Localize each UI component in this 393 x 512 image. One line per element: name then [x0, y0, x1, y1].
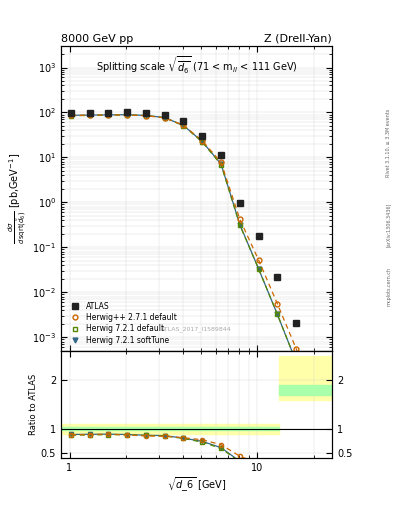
Herwig++ 2.7.1 default — [106, 112, 111, 118]
Herwig 7.2.1 default — [312, 406, 317, 412]
Herwig++ 2.7.1 default — [294, 346, 299, 352]
Herwig 7.2.1 default — [294, 359, 299, 365]
ATLAS — [200, 133, 205, 139]
ATLAS — [256, 233, 261, 239]
Herwig++ 2.7.1 default — [87, 112, 92, 118]
Line: Herwig 7.2.1 default: Herwig 7.2.1 default — [69, 113, 318, 412]
Herwig++ 2.7.1 default — [256, 257, 261, 263]
Herwig++ 2.7.1 default — [69, 112, 73, 118]
ATLAS — [106, 110, 111, 116]
Herwig 7.2.1 softTune — [106, 112, 111, 118]
Herwig 7.2.1 softTune — [162, 115, 167, 121]
ATLAS — [162, 112, 167, 118]
Herwig 7.2.1 default — [237, 222, 242, 228]
Herwig 7.2.1 softTune — [256, 266, 261, 272]
Herwig 7.2.1 default — [275, 311, 280, 317]
Herwig 7.2.1 default — [125, 112, 130, 118]
Text: ATLAS_2017_I1589844: ATLAS_2017_I1589844 — [161, 327, 232, 332]
Herwig 7.2.1 default — [162, 115, 167, 121]
Herwig++ 2.7.1 default — [219, 159, 223, 165]
Line: Herwig 7.2.1 softTune: Herwig 7.2.1 softTune — [69, 112, 318, 412]
Herwig 7.2.1 softTune — [181, 122, 186, 129]
ATLAS — [237, 200, 242, 206]
ATLAS — [181, 118, 186, 124]
ATLAS — [143, 110, 148, 116]
Herwig 7.2.1 softTune — [200, 139, 205, 145]
Text: Splitting scale $\sqrt{\overline{d_6}}$ (71 < m$_{ll}$ < 111 GeV): Splitting scale $\sqrt{\overline{d_6}}$ … — [95, 55, 298, 76]
Herwig 7.2.1 softTune — [143, 112, 148, 118]
Herwig++ 2.7.1 default — [237, 216, 242, 222]
Herwig++ 2.7.1 default — [143, 113, 148, 119]
Herwig 7.2.1 default — [106, 112, 111, 118]
Herwig 7.2.1 default — [87, 112, 92, 118]
ATLAS — [219, 152, 223, 158]
ATLAS — [69, 110, 73, 116]
Line: ATLAS: ATLAS — [68, 109, 318, 375]
X-axis label: $\sqrt{d\_6}$ [GeV]: $\sqrt{d\_6}$ [GeV] — [167, 476, 226, 494]
Herwig 7.2.1 softTune — [294, 359, 299, 365]
Herwig++ 2.7.1 default — [200, 138, 205, 144]
Herwig 7.2.1 default — [200, 139, 205, 145]
Herwig 7.2.1 default — [181, 122, 186, 129]
Herwig 7.2.1 softTune — [219, 161, 223, 167]
ATLAS — [294, 319, 299, 326]
ATLAS — [312, 369, 317, 375]
Herwig 7.2.1 default — [143, 113, 148, 119]
Herwig 7.2.1 default — [256, 266, 261, 272]
Herwig++ 2.7.1 default — [162, 115, 167, 121]
ATLAS — [275, 274, 280, 280]
Herwig 7.2.1 softTune — [275, 311, 280, 317]
Herwig++ 2.7.1 default — [181, 122, 186, 129]
Y-axis label: Ratio to ATLAS: Ratio to ATLAS — [29, 374, 38, 435]
Text: Z (Drell-Yan): Z (Drell-Yan) — [264, 33, 332, 44]
ATLAS — [87, 110, 92, 116]
Y-axis label: $\frac{d\sigma}{d\,\mathrm{sqrt}(\tilde{d}_6)}$ [pb,GeV$^{-1}$]: $\frac{d\sigma}{d\,\mathrm{sqrt}(\tilde{… — [6, 153, 28, 244]
Herwig 7.2.1 softTune — [237, 222, 242, 228]
Line: Herwig++ 2.7.1 default: Herwig++ 2.7.1 default — [69, 113, 318, 399]
Text: mcplots.cern.ch: mcplots.cern.ch — [386, 267, 391, 306]
Text: Rivet 3.1.10, ≥ 3.3M events: Rivet 3.1.10, ≥ 3.3M events — [386, 109, 391, 178]
Herwig++ 2.7.1 default — [275, 301, 280, 307]
Herwig 7.2.1 softTune — [87, 112, 92, 118]
Herwig 7.2.1 softTune — [125, 112, 130, 118]
Herwig 7.2.1 default — [69, 113, 73, 119]
Herwig++ 2.7.1 default — [125, 112, 130, 118]
ATLAS — [125, 109, 130, 115]
Herwig 7.2.1 softTune — [312, 406, 317, 412]
Legend: ATLAS, Herwig++ 2.7.1 default, Herwig 7.2.1 default, Herwig 7.2.1 softTune: ATLAS, Herwig++ 2.7.1 default, Herwig 7.… — [65, 300, 179, 347]
Herwig++ 2.7.1 default — [312, 393, 317, 399]
Herwig 7.2.1 softTune — [69, 112, 73, 118]
Text: [arXiv:1306.3436]: [arXiv:1306.3436] — [386, 203, 391, 247]
Herwig 7.2.1 default — [219, 162, 223, 168]
Text: 8000 GeV pp: 8000 GeV pp — [61, 33, 133, 44]
